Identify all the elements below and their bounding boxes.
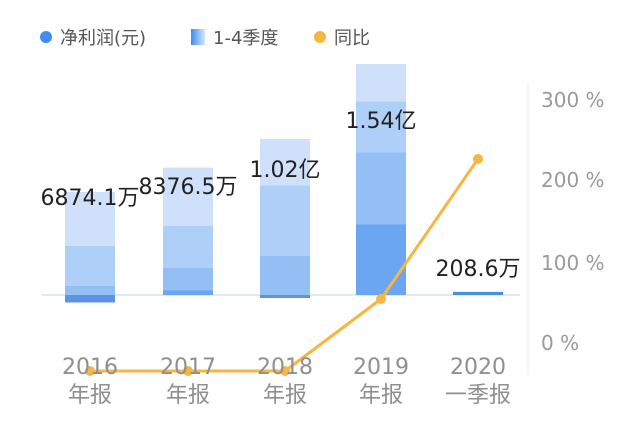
category-year-2019: 2019 xyxy=(353,355,409,380)
bar-2017-q3 xyxy=(163,226,213,268)
y2-tick-200: 200 % xyxy=(541,168,605,192)
legend-label-yoy: 同比 xyxy=(334,28,370,49)
value-label-2017: 8376.5万 xyxy=(139,175,238,200)
bar-2018-q1 xyxy=(260,295,310,298)
legend-label-quarters: 1-4季度 xyxy=(213,28,278,49)
yoy-line xyxy=(85,154,483,376)
bar-2019-q2 xyxy=(356,152,406,225)
bar-2018-q4 xyxy=(260,139,310,186)
yoy-point-2019 xyxy=(376,294,386,304)
bar-2017-q2 xyxy=(163,268,213,291)
legend-square-quarters-icon xyxy=(191,29,205,45)
category-labels: 2016 年报 2017 年报 2018 年报 2019 年报 2020 一季报 xyxy=(62,355,511,408)
bar-2016-q3 xyxy=(65,245,115,286)
bar-2019-q1 xyxy=(356,224,406,295)
value-labels: 6874.1万 8376.5万 1.02亿 1.54亿 208.6万 xyxy=(41,109,521,282)
legend-dot-yoy-icon xyxy=(314,31,326,43)
yoy-point-2018 xyxy=(280,366,290,376)
right-axis-ticks: 300 % 200 % 100 % 0 % xyxy=(541,88,605,355)
category-year-2020: 2020 xyxy=(450,355,506,380)
y2-tick-0: 0 % xyxy=(541,331,579,355)
bar-2017-q1 xyxy=(163,290,213,295)
value-label-2018: 1.02亿 xyxy=(250,158,321,183)
value-label-2016: 6874.1万 xyxy=(41,186,140,211)
bar-2020-q1 xyxy=(453,291,503,295)
legend: 净利润(元) 1-4季度 同比 xyxy=(40,28,370,49)
category-year-2016: 2016 xyxy=(62,355,118,380)
bar-2017-q4 xyxy=(163,167,213,226)
yoy-point-2020 xyxy=(473,154,483,164)
yoy-point-2017 xyxy=(183,366,193,376)
bar-2018-q3 xyxy=(260,185,310,256)
bar-2016-q2 xyxy=(65,286,115,295)
bar-2019-q3 xyxy=(356,101,406,153)
yoy-point-2016 xyxy=(85,366,95,376)
legend-dot-net-profit-icon xyxy=(40,31,52,43)
category-period-2016: 年报 xyxy=(68,383,112,408)
category-period-2018: 年报 xyxy=(263,383,307,408)
bar-2016-q4 xyxy=(65,191,115,246)
value-label-2020q1: 208.6万 xyxy=(436,257,521,282)
bars xyxy=(65,64,503,303)
y2-tick-300: 300 % xyxy=(541,88,605,112)
bar-2018-q2 xyxy=(260,256,310,295)
category-period-2020: 一季报 xyxy=(445,383,511,408)
bar-2016-q1 xyxy=(65,295,115,303)
legend-label-net-profit: 净利润(元) xyxy=(60,28,146,49)
category-period-2019: 年报 xyxy=(359,383,403,408)
category-period-2017: 年报 xyxy=(166,383,210,408)
bar-2019-q4 xyxy=(356,64,406,102)
category-year-2017: 2017 xyxy=(160,355,216,380)
category-year-2018: 2018 xyxy=(257,355,313,380)
y2-tick-100: 100 % xyxy=(541,251,605,275)
value-label-2019: 1.54亿 xyxy=(346,109,417,134)
